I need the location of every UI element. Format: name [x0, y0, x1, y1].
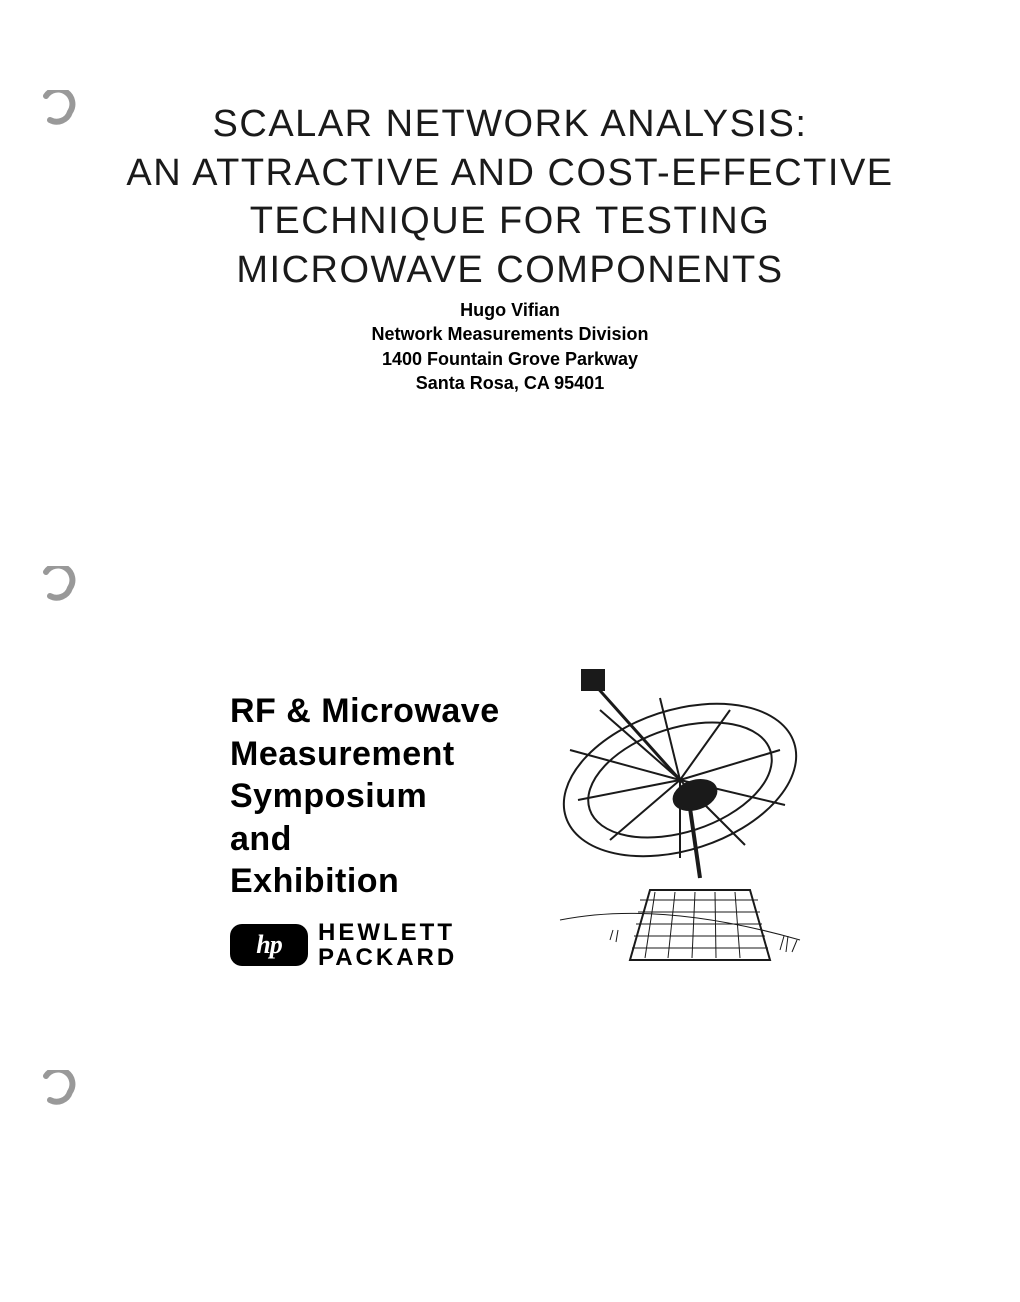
hp-name-line-2: PACKARD — [318, 945, 457, 970]
hp-name-line-1: HEWLETT — [318, 920, 457, 945]
satellite-dish-icon — [500, 640, 820, 1000]
hp-company-name: HEWLETT PACKARD — [318, 920, 457, 970]
author-city: Santa Rosa, CA 95401 — [0, 371, 1020, 395]
title-line-3: TECHNIQUE FOR TESTING — [0, 197, 1020, 246]
title-line-4: MICROWAVE COMPONENTS — [0, 246, 1020, 295]
author-address: 1400 Fountain Grove Parkway — [0, 347, 1020, 371]
hp-badge-text: hp — [256, 930, 281, 960]
hp-badge-icon: hp — [230, 924, 308, 966]
document-page: SCALAR NETWORK ANALYSIS: AN ATTRACTIVE A… — [0, 0, 1020, 1302]
hole-punch-icon — [40, 566, 76, 602]
hp-logo: hp HEWLETT PACKARD — [230, 920, 457, 970]
hole-punch-icon — [40, 1070, 76, 1106]
title-line-2: AN ATTRACTIVE AND COST-EFFECTIVE — [0, 149, 1020, 198]
author-name: Hugo Vifian — [0, 298, 1020, 322]
title-block: SCALAR NETWORK ANALYSIS: AN ATTRACTIVE A… — [0, 100, 1020, 295]
author-division: Network Measurements Division — [0, 322, 1020, 346]
author-block: Hugo Vifian Network Measurements Divisio… — [0, 298, 1020, 395]
title-line-1: SCALAR NETWORK ANALYSIS: — [0, 100, 1020, 149]
